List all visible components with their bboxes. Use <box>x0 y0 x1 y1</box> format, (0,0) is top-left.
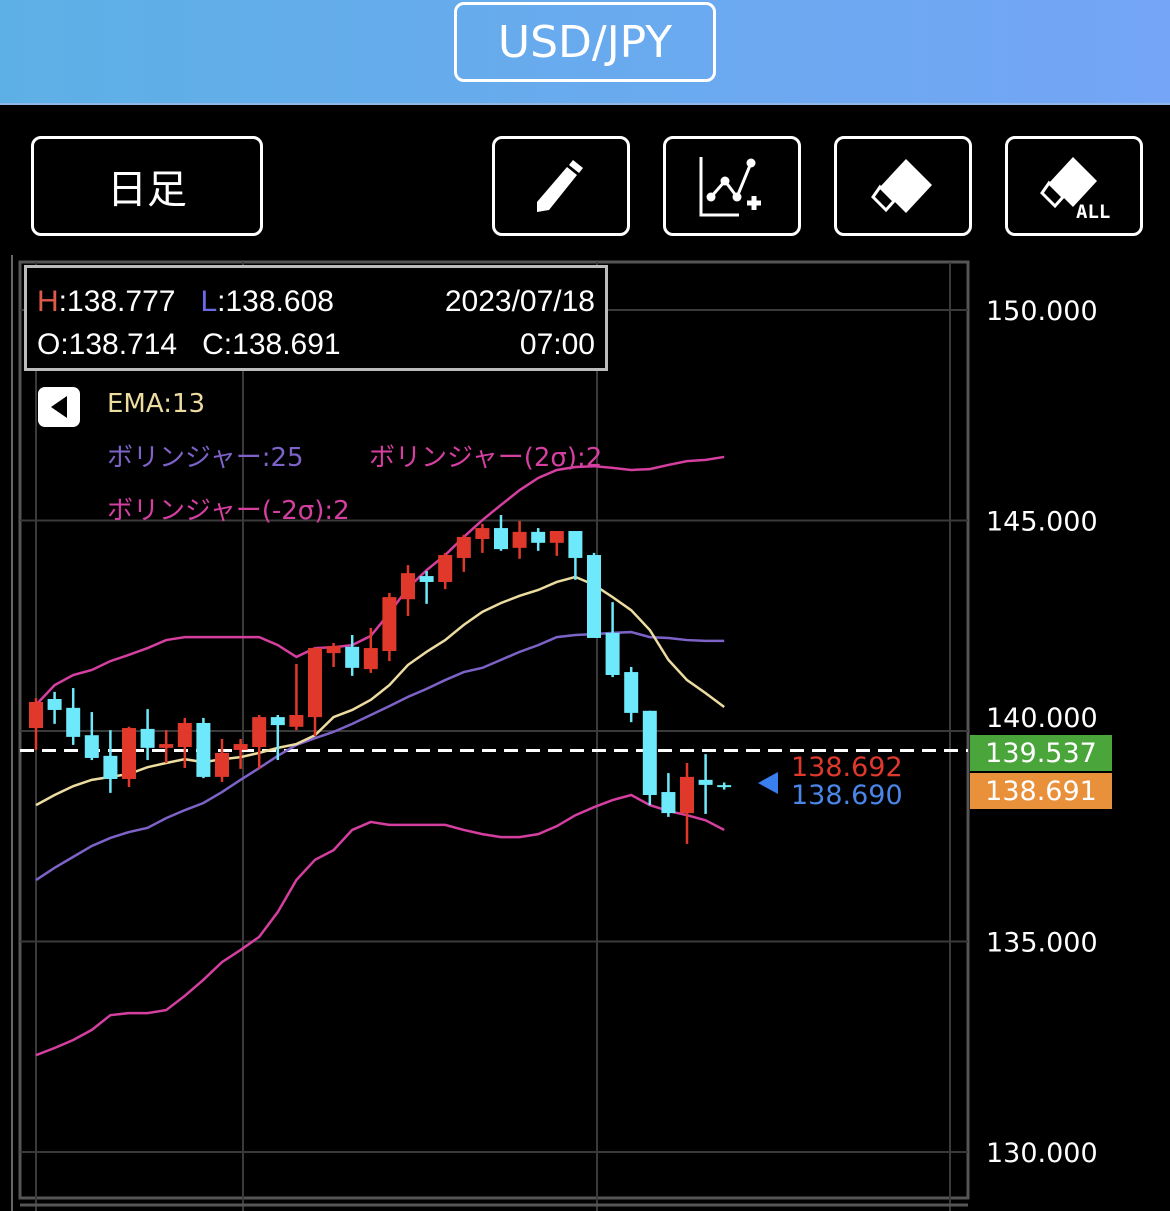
legend-bb-upper: ボリンジャー(2σ):2 <box>369 443 603 473</box>
candle-body <box>456 536 471 558</box>
ohlc-info-box: H:138.777 L:138.608 2023/07/18 O:138.714 … <box>24 265 608 371</box>
candle-body <box>401 573 415 600</box>
candle-body <box>419 576 434 582</box>
y-tick-label: 150.000 <box>986 296 1098 327</box>
candle-body <box>326 645 341 654</box>
currency-pair-button[interactable]: USD/JPY <box>454 2 716 82</box>
candle-body <box>159 744 174 748</box>
draw-button[interactable] <box>492 136 630 236</box>
candle-body <box>270 717 285 726</box>
y-tick-label: 140.000 <box>986 703 1098 734</box>
low-value: :138.608 <box>217 285 334 318</box>
eraser-all-label: ALL <box>1076 201 1111 223</box>
candle-body <box>363 648 378 670</box>
time: 07:00 <box>519 328 595 361</box>
ema-line <box>35 575 725 807</box>
bb-upper-line <box>35 455 725 706</box>
candle-body <box>698 779 713 785</box>
candle-body <box>494 528 508 550</box>
low-label: L <box>200 285 218 318</box>
y-tick-label: 135.000 <box>986 928 1098 959</box>
eraser-all-button[interactable]: ALL <box>1005 136 1143 236</box>
candle-body <box>289 715 304 727</box>
legend-bb-mid: ボリンジャー:25 <box>107 443 304 473</box>
candle-body <box>122 728 136 779</box>
marker-price-tag: 139.537 <box>970 735 1112 771</box>
high-label: H <box>37 285 59 318</box>
triangle-left-icon <box>51 396 67 418</box>
candle-body <box>308 648 322 718</box>
candle-body <box>66 707 81 737</box>
high-value: :138.777 <box>58 285 176 318</box>
candle-body <box>587 555 601 638</box>
candle-body <box>717 785 732 788</box>
candlestick-chart[interactable]: 150.000 145.000 140.000 135.000 130.000 <box>0 255 1170 1211</box>
add-trendline-button[interactable] <box>663 136 801 236</box>
candle-body <box>549 531 564 543</box>
candle-body <box>47 699 62 710</box>
eraser-all-icon <box>1040 157 1097 209</box>
period-button[interactable]: 日足 <box>31 136 263 236</box>
candle-body <box>605 632 620 676</box>
candle-body <box>568 531 583 558</box>
candle-body <box>215 752 229 777</box>
date: 2023/07/18 <box>444 285 595 318</box>
candle-body <box>252 717 267 747</box>
candle-body <box>233 744 248 750</box>
bid-ask-readout: 138.692 138.690 <box>791 754 903 810</box>
legend-ema: EMA:13 <box>107 389 206 419</box>
candle-body <box>642 710 657 795</box>
legend-toggle-button[interactable] <box>38 387 80 427</box>
open-value: O:138.714 <box>37 328 178 361</box>
current-price-arrow-icon <box>758 772 778 794</box>
candle-body <box>661 792 676 814</box>
current-price-tag: 138.691 <box>970 773 1112 809</box>
candle-body <box>196 723 211 777</box>
header-bar: USD/JPY <box>0 0 1170 105</box>
bb-lower-line <box>35 793 725 1057</box>
candle-body <box>624 672 639 713</box>
candle-body <box>84 735 99 758</box>
candle-body <box>438 555 453 582</box>
candle-body <box>177 723 192 747</box>
candle-body <box>103 755 118 779</box>
candle-body <box>140 728 155 748</box>
ask-price: 138.690 <box>791 780 903 811</box>
y-tick-label: 130.000 <box>986 1138 1098 1169</box>
y-tick-label: 145.000 <box>986 507 1098 538</box>
pencil-icon <box>537 160 583 212</box>
eraser-icon <box>871 159 932 213</box>
candle-body <box>382 597 397 652</box>
candle-body <box>531 531 546 543</box>
candle-body <box>345 646 360 668</box>
legend-bb-lower: ボリンジャー(-2σ):2 <box>107 496 350 526</box>
candle-body <box>680 776 694 814</box>
add-trendline-icon <box>699 157 761 217</box>
eraser-button[interactable] <box>834 136 972 236</box>
candle-body <box>475 528 490 540</box>
close-value: C:138.691 <box>202 328 341 361</box>
bid-price: 138.692 <box>791 752 903 783</box>
candle-body <box>512 531 527 548</box>
bb-mid-line <box>35 630 725 882</box>
candle-body <box>29 701 43 729</box>
